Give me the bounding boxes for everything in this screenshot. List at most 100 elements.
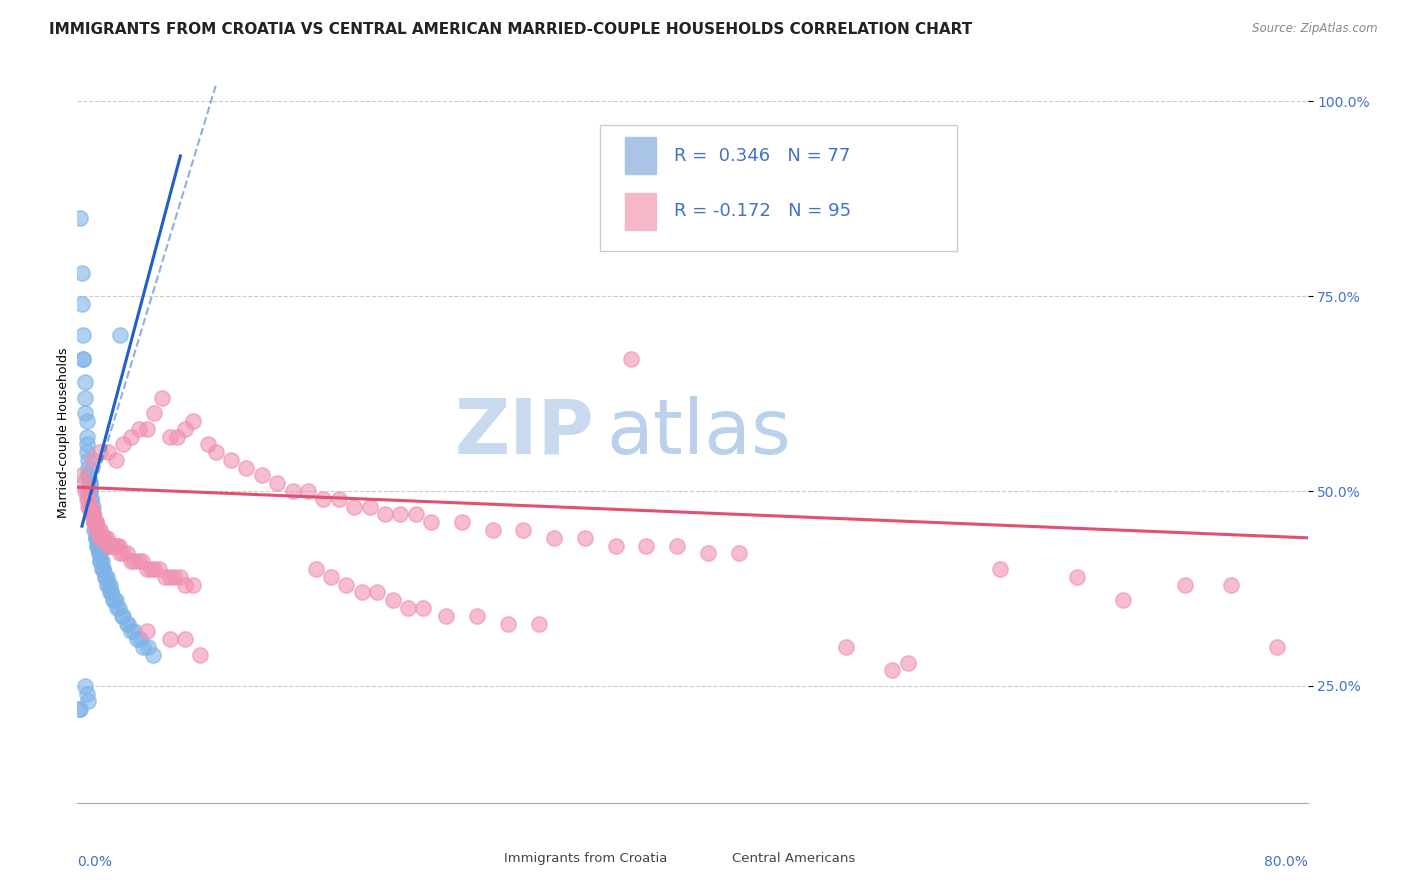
Point: [696, 546, 718, 560]
Point: [359, 500, 381, 514]
Point: [77, 500, 100, 514]
Point: [83, 515, 105, 529]
Point: [188, 648, 212, 662]
Point: [100, 539, 122, 553]
Point: [620, 351, 643, 366]
Point: [90, 531, 114, 545]
Point: [80, 491, 103, 506]
Point: [83, 515, 105, 529]
Point: [312, 491, 335, 506]
Point: [988, 562, 1011, 576]
Text: R =  0.346   N = 77: R = 0.346 N = 77: [673, 146, 851, 165]
Point: [396, 601, 419, 615]
Point: [496, 616, 519, 631]
Point: [84, 523, 107, 537]
Point: [204, 445, 226, 459]
Point: [266, 476, 288, 491]
FancyBboxPatch shape: [699, 846, 725, 870]
Point: [159, 570, 181, 584]
Point: [605, 539, 627, 553]
Point: [98, 539, 121, 553]
Point: [79, 500, 101, 514]
Point: [108, 601, 131, 615]
Point: [105, 601, 128, 615]
Text: 0.0%: 0.0%: [77, 855, 112, 869]
Point: [143, 406, 166, 420]
Text: 80.0%: 80.0%: [1264, 855, 1308, 869]
Point: [129, 632, 152, 647]
Point: [77, 694, 100, 708]
Point: [80, 500, 103, 514]
Point: [76, 437, 98, 451]
Point: [76, 491, 98, 506]
Point: [527, 616, 550, 631]
Point: [412, 601, 434, 615]
Point: [86, 523, 108, 537]
Point: [101, 593, 124, 607]
Point: [76, 414, 98, 428]
FancyBboxPatch shape: [471, 846, 498, 870]
Point: [148, 562, 170, 576]
FancyBboxPatch shape: [624, 193, 655, 230]
Point: [76, 687, 98, 701]
Point: [882, 663, 904, 677]
Point: [90, 554, 114, 568]
Point: [197, 437, 219, 451]
FancyBboxPatch shape: [624, 137, 655, 174]
Point: [481, 523, 503, 537]
Point: [159, 429, 181, 443]
Point: [94, 531, 117, 545]
Point: [727, 546, 749, 560]
Point: [350, 585, 373, 599]
Point: [79, 476, 101, 491]
Point: [80, 500, 103, 514]
Point: [389, 508, 412, 522]
Point: [83, 523, 105, 537]
Point: [163, 570, 186, 584]
Point: [115, 546, 138, 560]
Point: [72, 328, 94, 343]
Point: [136, 640, 159, 654]
Point: [67, 702, 90, 716]
Point: [77, 468, 100, 483]
Point: [120, 554, 142, 568]
Point: [104, 593, 127, 607]
Text: IMMIGRANTS FROM CROATIA VS CENTRAL AMERICAN MARRIED-COUPLE HOUSEHOLDS CORRELATIO: IMMIGRANTS FROM CROATIA VS CENTRAL AMERI…: [49, 22, 973, 37]
Point: [90, 562, 114, 576]
Text: ZIP: ZIP: [454, 396, 595, 469]
Point: [86, 539, 108, 553]
Point: [84, 515, 107, 529]
Point: [93, 562, 115, 576]
Point: [169, 570, 191, 584]
Point: [80, 508, 103, 522]
Point: [100, 585, 122, 599]
Point: [96, 570, 118, 584]
Point: [87, 546, 110, 560]
Point: [98, 585, 121, 599]
Point: [112, 437, 135, 451]
Point: [70, 297, 93, 311]
Point: [897, 656, 920, 670]
Point: [101, 539, 124, 553]
Point: [82, 508, 104, 522]
Point: [835, 640, 858, 654]
Point: [83, 515, 105, 529]
Point: [135, 422, 157, 436]
Point: [142, 648, 165, 662]
Point: [512, 523, 534, 537]
Point: [181, 577, 204, 591]
Point: [76, 445, 98, 459]
Point: [89, 531, 111, 545]
Point: [89, 554, 111, 568]
Point: [122, 554, 145, 568]
Point: [103, 593, 125, 607]
Point: [135, 624, 157, 639]
Point: [381, 593, 404, 607]
Point: [72, 351, 94, 366]
Point: [374, 508, 396, 522]
Point: [89, 554, 111, 568]
Text: atlas: atlas: [606, 396, 792, 469]
Point: [128, 422, 150, 436]
Point: [82, 508, 104, 522]
Point: [89, 546, 111, 560]
